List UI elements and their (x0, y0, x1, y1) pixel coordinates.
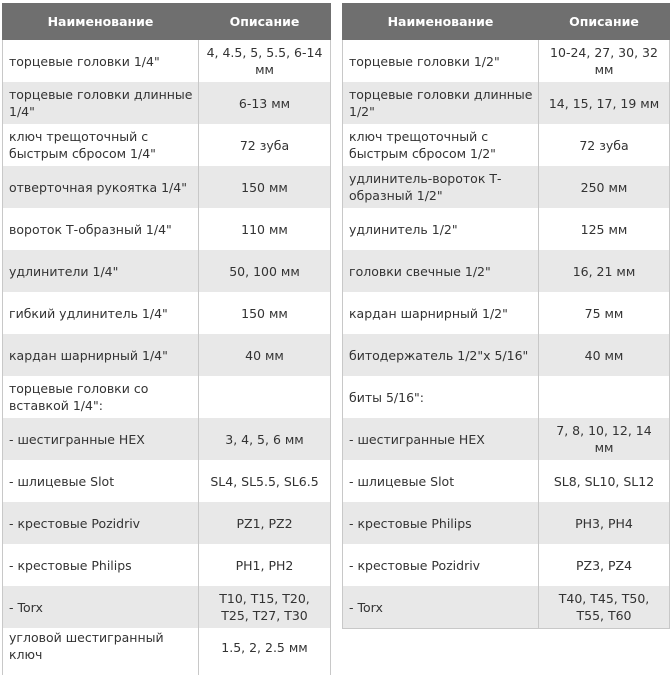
item-name: ключ трещоточный с быстрым сбросом 1/2" (342, 124, 539, 166)
item-description: 72 зуба (198, 124, 331, 166)
table-row: битодержатель 1/2"х 5/16" 40 мм (342, 334, 670, 376)
item-description: SL4, SL5.5, SL6.5 (198, 460, 331, 502)
table-row: вороток Т-образный 1/4" 110 мм (2, 208, 331, 250)
item-description: 75 мм (538, 292, 670, 334)
item-name: кардан шарнирный 1/4" (2, 334, 199, 376)
item-name: - шлицевые Slot (2, 460, 199, 502)
item-name: - крестовые Pozidriv (342, 544, 539, 586)
table-row: торцевые головки длинные 1/2" 14, 15, 17,… (342, 82, 670, 124)
item-name: - крестовые Philips (2, 544, 199, 586)
item-name: торцевые головки 1/4" (2, 39, 199, 82)
item-description: 1.5, 2, 2.5 мм (198, 628, 331, 675)
item-name: - шестигранные HEX (342, 418, 539, 460)
item-name: торцевые головки 1/2" (342, 39, 539, 82)
item-name: - крестовые Philips (342, 502, 539, 544)
table-row: - крестовые Pozidriv PZ3, PZ4 (342, 544, 670, 586)
item-description: PZ3, PZ4 (538, 544, 670, 586)
item-description: T40, T45, T50, T55, T60 (538, 586, 670, 629)
table-row: - шлицевые Slot SL8, SL10, SL12 (342, 460, 670, 502)
column-header-name: Наименование (2, 3, 199, 40)
table-row: торцевые головки 1/4" 4, 4.5, 5, 5.5, 6-1… (2, 39, 331, 82)
item-description: PH3, PH4 (538, 502, 670, 544)
item-name: - Torx (2, 586, 199, 628)
table-row: торцевые головки 1/2" 10-24, 27, 30, 32 м… (342, 39, 670, 82)
column-header-description: Описание (198, 3, 331, 40)
item-description (538, 376, 670, 418)
item-description: 40 мм (198, 334, 331, 376)
table-row: - шлицевые Slot SL4, SL5.5, SL6.5 (2, 460, 331, 502)
item-name: кардан шарнирный 1/2" (342, 292, 539, 334)
table-row: удлинитель-вороток Т-образный 1/2" 250 мм (342, 166, 670, 208)
table-row: торцевые головки длинные 1/4" 6-13 мм (2, 82, 331, 124)
table-row: удлинители 1/4" 50, 100 мм (2, 250, 331, 292)
item-description: SL8, SL10, SL12 (538, 460, 670, 502)
left-spec-table: Наименование Описание торцевые головки 1… (2, 3, 331, 675)
table-header-row: Наименование Описание (2, 3, 331, 40)
item-name: отверточная рукоятка 1/4" (2, 166, 199, 208)
right-spec-table: Наименование Описание торцевые головки 1… (342, 3, 670, 629)
table-row: кардан шарнирный 1/2" 75 мм (342, 292, 670, 334)
table-row: - шестигранные HEX 3, 4, 5, 6 мм (2, 418, 331, 460)
table-row: биты 5/16": (342, 376, 670, 418)
table-row: - крестовые Pozidriv PZ1, PZ2 (2, 502, 331, 544)
table-row: - шестигранные HEX 7, 8, 10, 12, 14 мм (342, 418, 670, 460)
item-name: угловой шестигранный ключ (2, 628, 199, 675)
item-name: - шестигранные HEX (2, 418, 199, 460)
table-row: ключ трещоточный с быстрым сбросом 1/2" 7… (342, 124, 670, 166)
item-name: удлинитель 1/2" (342, 208, 539, 250)
column-header-description: Описание (538, 3, 670, 40)
table-row: отверточная рукоятка 1/4" 150 мм (2, 166, 331, 208)
item-description: 7, 8, 10, 12, 14 мм (538, 418, 670, 460)
table-row: - Torx T10, T15, T20, T25, T27, T30 (2, 586, 331, 628)
item-description: 16, 21 мм (538, 250, 670, 292)
item-description: 150 мм (198, 292, 331, 334)
item-description: 125 мм (538, 208, 670, 250)
table-row: удлинитель 1/2" 125 мм (342, 208, 670, 250)
table-row: угловой шестигранный ключ 1.5, 2, 2.5 мм (2, 628, 331, 675)
item-name: удлинители 1/4" (2, 250, 199, 292)
item-description: PH1, PH2 (198, 544, 331, 586)
table-row: торцевые головки со вставкой 1/4": (2, 376, 331, 418)
item-description: PZ1, PZ2 (198, 502, 331, 544)
table-row: головки свечные 1/2" 16, 21 мм (342, 250, 670, 292)
item-name: ключ трещоточный с быстрым сбросом 1/4" (2, 124, 199, 166)
table-header-row: Наименование Описание (342, 3, 670, 40)
item-name: торцевые головки длинные 1/4" (2, 82, 199, 124)
item-name: - Torx (342, 586, 539, 629)
item-description: 6-13 мм (198, 82, 331, 124)
table-row: гибкий удлинитель 1/4" 150 мм (2, 292, 331, 334)
item-description: 10-24, 27, 30, 32 мм (538, 39, 670, 82)
item-name: головки свечные 1/2" (342, 250, 539, 292)
table-row: - крестовые Philips PH1, PH2 (2, 544, 331, 586)
item-description: 150 мм (198, 166, 331, 208)
table-row: ключ трещоточный с быстрым сбросом 1/4" 7… (2, 124, 331, 166)
item-description: 250 мм (538, 166, 670, 208)
item-description: 40 мм (538, 334, 670, 376)
item-name: - шлицевые Slot (342, 460, 539, 502)
item-name: торцевые головки со вставкой 1/4": (2, 376, 199, 418)
item-description: 50, 100 мм (198, 250, 331, 292)
item-description: 3, 4, 5, 6 мм (198, 418, 331, 460)
table-row: - крестовые Philips PH3, PH4 (342, 502, 670, 544)
item-description: 4, 4.5, 5, 5.5, 6-14 мм (198, 39, 331, 82)
item-description: T10, T15, T20, T25, T27, T30 (198, 586, 331, 628)
item-description: 110 мм (198, 208, 331, 250)
item-name: биты 5/16": (342, 376, 539, 418)
table-row: кардан шарнирный 1/4" 40 мм (2, 334, 331, 376)
item-name: битодержатель 1/2"х 5/16" (342, 334, 539, 376)
item-description (198, 376, 331, 418)
item-description: 72 зуба (538, 124, 670, 166)
item-name: удлинитель-вороток Т-образный 1/2" (342, 166, 539, 208)
item-name: торцевые головки длинные 1/2" (342, 82, 539, 124)
table-row: - Torx T40, T45, T50, T55, T60 (342, 586, 670, 629)
column-header-name: Наименование (342, 3, 539, 40)
item-name: вороток Т-образный 1/4" (2, 208, 199, 250)
item-name: гибкий удлинитель 1/4" (2, 292, 199, 334)
item-name: - крестовые Pozidriv (2, 502, 199, 544)
item-description: 14, 15, 17, 19 мм (538, 82, 670, 124)
